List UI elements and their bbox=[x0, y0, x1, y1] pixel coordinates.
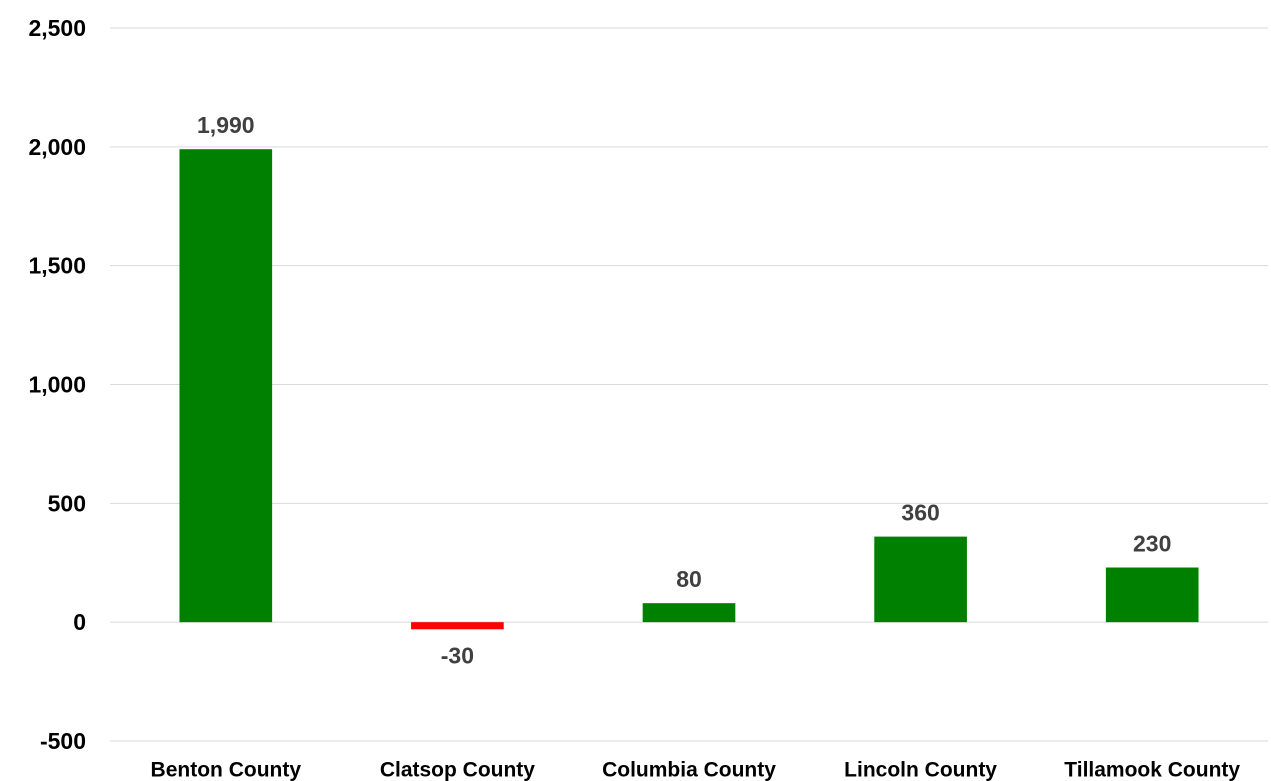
bar bbox=[179, 149, 273, 623]
y-tick-label: 2,500 bbox=[28, 15, 86, 41]
bar bbox=[642, 603, 736, 623]
data-label: 360 bbox=[901, 500, 939, 526]
bar bbox=[411, 622, 504, 630]
bar bbox=[874, 536, 967, 623]
x-tick-label: Clatsop County bbox=[380, 759, 535, 781]
y-tick-label: 1,000 bbox=[28, 372, 86, 398]
data-label: 230 bbox=[1133, 531, 1171, 557]
x-axis: Benton County Clatsop County Columbia Coun… bbox=[151, 759, 1241, 781]
x-tick-label: Tillamook County bbox=[1064, 759, 1240, 781]
x-tick-label: Columbia County bbox=[602, 759, 776, 781]
data-labels: 1,990 -30 80 360 230 bbox=[197, 112, 1171, 668]
y-axis: -500 0 500 1,000 1,500 2,000 2,500 bbox=[28, 15, 86, 754]
data-label: -30 bbox=[441, 642, 474, 668]
data-label: 80 bbox=[676, 566, 702, 592]
x-tick-label: Benton County bbox=[151, 759, 302, 781]
y-tick-label: 0 bbox=[73, 609, 86, 635]
data-label: 1,990 bbox=[197, 112, 255, 138]
y-tick-label: -500 bbox=[40, 728, 86, 754]
y-tick-label: 1,500 bbox=[28, 253, 86, 279]
bars bbox=[179, 149, 1199, 630]
gridlines bbox=[110, 27, 1268, 742]
x-tick-label: Lincoln County bbox=[844, 759, 997, 781]
y-tick-label: 500 bbox=[48, 490, 86, 516]
bar bbox=[1105, 567, 1199, 623]
y-tick-label: 2,000 bbox=[28, 134, 86, 160]
